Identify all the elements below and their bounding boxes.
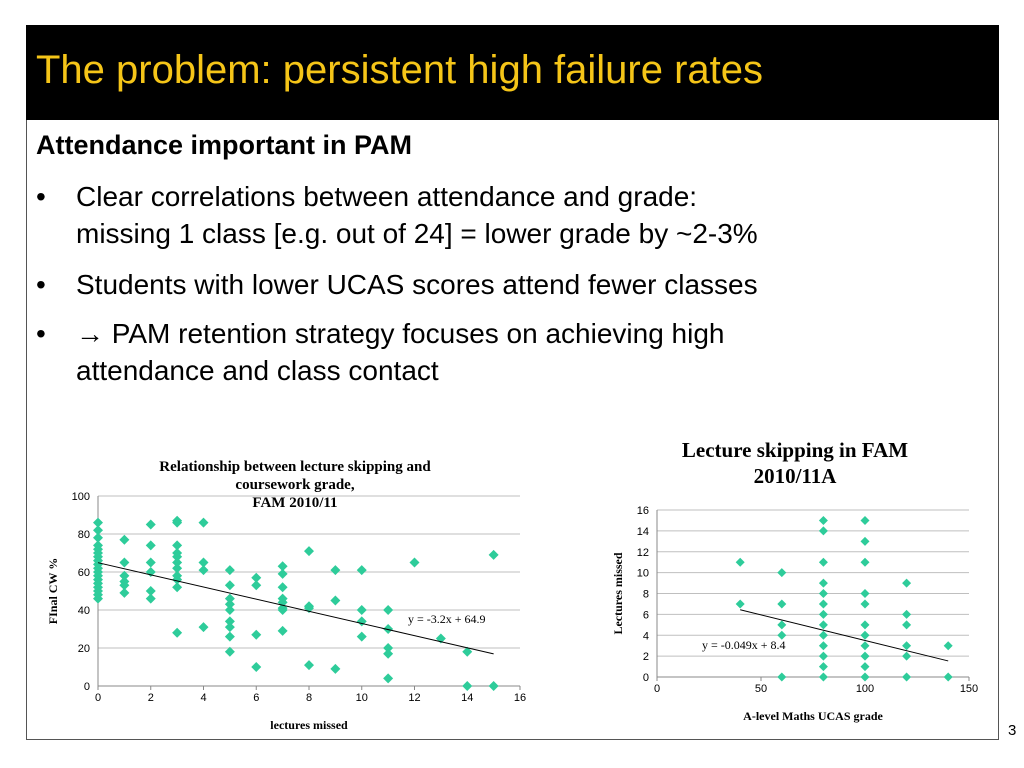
chart1-title-line: Relationship between lecture skipping an… (159, 459, 431, 475)
bullet-dot: • (36, 181, 46, 212)
bullet-dot: • (36, 269, 46, 300)
chart1-title-line: coursework grade, (235, 477, 355, 493)
section-heading: Attendance important in PAM (36, 130, 413, 160)
chart2-title-line: Lecture skipping in FAM (681, 438, 909, 462)
slide-title: The problem: persistent high failure rat… (36, 48, 764, 92)
title-bar (26, 25, 999, 120)
bullet-line: → PAM retention strategy focuses on achi… (76, 318, 725, 349)
page-number: 3 (1008, 722, 1017, 739)
chart1-title: Relationship between lecture skipping an… (100, 458, 490, 512)
bullet-line: missing 1 class [e.g. out of 24] = lower… (76, 218, 758, 249)
bullet-dot: • (36, 318, 46, 349)
bullet-line: Clear correlations between attendance an… (76, 181, 698, 212)
chart2-title: Lecture skipping in FAM 2010/11A (625, 437, 965, 489)
chart2-title-line: 2010/11A (753, 464, 837, 488)
chart1-title-line: FAM 2010/11 (252, 495, 338, 511)
bullet-line: Students with lower UCAS scores attend f… (76, 269, 758, 300)
bullet-line: attendance and class contact (76, 355, 439, 386)
